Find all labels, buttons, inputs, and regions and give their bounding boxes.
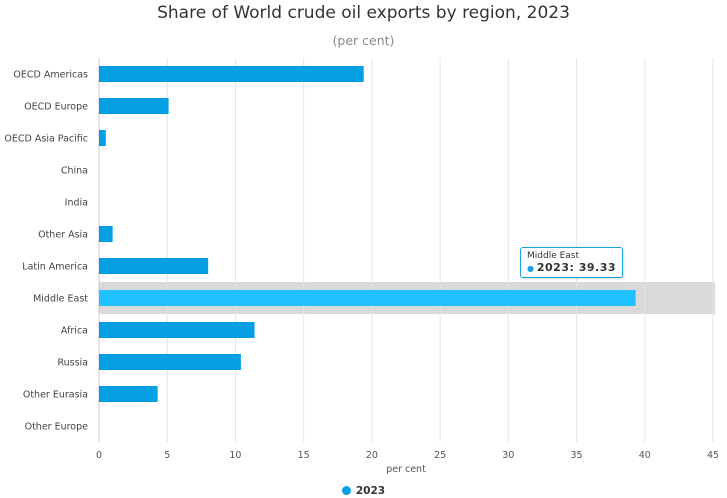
y-category-label: Other Eurasia: [23, 390, 88, 401]
x-tick-label: 10: [229, 450, 241, 461]
y-category-label: Latin America: [22, 262, 88, 273]
x-tick-label: 30: [502, 450, 514, 461]
bar: [99, 322, 255, 338]
tooltip: Middle East ● 2023: 39.33: [520, 247, 623, 278]
chart-title: Share of World crude oil exports by regi…: [157, 3, 570, 23]
y-category-label: Africa: [61, 326, 88, 337]
x-tick-label: 5: [164, 450, 170, 461]
legend[interactable]: 2023: [0, 485, 727, 497]
chart-subtitle: (per cent): [332, 33, 395, 48]
bar: [99, 258, 209, 274]
y-category-label: OECD Europe: [24, 102, 88, 113]
bar: [99, 354, 241, 370]
bar: [99, 98, 169, 114]
x-tick-label: 0: [96, 450, 102, 461]
legend-dot-icon: [341, 486, 351, 495]
y-category-label: OECD Americas: [13, 70, 88, 81]
x-tick-label: 40: [639, 450, 651, 461]
y-category-label: Middle East: [33, 294, 88, 305]
y-category-label: Russia: [57, 358, 88, 369]
bar: [99, 130, 106, 146]
legend-label[interactable]: 2023: [355, 485, 386, 497]
x-tick-label: 15: [298, 450, 310, 461]
tooltip-title: Middle East: [527, 251, 580, 261]
bar: [99, 386, 158, 402]
y-category-label: Other Europe: [25, 422, 89, 433]
tooltip-value: 2023: 39.33: [536, 261, 616, 274]
x-tick-label: 35: [571, 450, 583, 461]
series-dot-icon: ●: [527, 264, 534, 273]
y-category-label: OECD Asia Pacific: [4, 134, 88, 145]
x-tick-label: 20: [366, 450, 378, 461]
bar: [99, 226, 113, 242]
y-category-label: India: [65, 198, 88, 209]
x-tick-label: 45: [707, 450, 719, 461]
bar: [99, 66, 364, 82]
bar: [99, 290, 636, 306]
y-category-label: China: [61, 166, 88, 177]
x-axis-label: per cent: [386, 464, 426, 475]
y-category-label: Other Asia: [38, 230, 88, 241]
x-tick-label: 25: [434, 450, 446, 461]
